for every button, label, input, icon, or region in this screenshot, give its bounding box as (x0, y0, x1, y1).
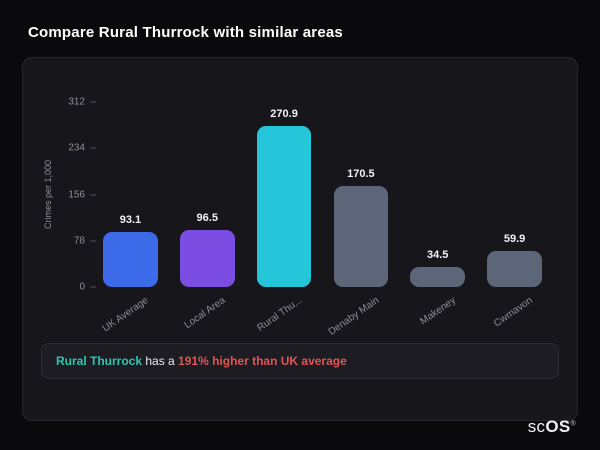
plot-area: 0 78 156 234 312 93.1 UK Average 96.5 Local Are… (68, 97, 545, 338)
bar-value-label: 34.5 (427, 248, 449, 261)
bar[interactable] (410, 266, 466, 287)
y-axis-ticks: 0 78 156 234 312 (56, 97, 96, 293)
bar[interactable] (333, 185, 389, 287)
bar-column: 170.5 Denaby Main (327, 102, 391, 338)
y-tick: 234 (68, 143, 96, 154)
x-label-wrap: Local Area (177, 287, 238, 339)
bar-column: 93.1 UK Average (100, 102, 161, 335)
y-tick-mark-icon (90, 147, 96, 149)
note-stat-text: 191% higher than UK average (178, 354, 347, 368)
x-label-wrap: Makeney (407, 287, 468, 339)
x-axis-label: Makeney (418, 295, 459, 328)
note-middle-text: has a (142, 354, 179, 368)
x-label-wrap: Cwmavon (484, 287, 545, 339)
y-tick: 78 (74, 235, 96, 246)
y-axis-label: Crimes per 1,000 (43, 159, 53, 230)
y-tick-label: 78 (73, 235, 85, 247)
note-area-name: Rural Thurrock (56, 354, 143, 368)
x-axis-label: UK Average (100, 295, 151, 335)
y-tick-mark-icon (90, 240, 96, 242)
bar[interactable] (256, 126, 312, 287)
x-axis-label: Cwmavon (492, 295, 535, 330)
x-axis-label: Denaby Main (326, 295, 382, 338)
y-tick-label: 234 (68, 142, 85, 154)
registered-mark-icon: ® (570, 420, 576, 428)
bar-chart: Crimes per 1,000 0 78 156 234 312 93.1 UK Ave… (41, 97, 559, 338)
bar-value-label: 96.5 (196, 211, 218, 224)
summary-note: Rural Thurrock has a 191% higher than UK… (41, 343, 559, 379)
bar-column: 270.9 Rural Thu... (254, 102, 315, 334)
bars-container: 93.1 UK Average 96.5 Local Area 270.9 Rural T… (100, 102, 545, 338)
scos-logo: scOS® (528, 417, 576, 437)
y-tick-mark-icon (90, 286, 96, 288)
x-label-wrap: UK Average (100, 287, 161, 339)
logo-part-os: OS (545, 417, 571, 436)
y-tick: 156 (68, 189, 96, 200)
bar-column: 59.9 Cwmavon (484, 102, 545, 330)
x-label-wrap: Denaby Main (326, 287, 391, 339)
x-axis-label: Rural Thu... (255, 295, 305, 334)
bar-value-label: 59.9 (503, 233, 526, 246)
chart-card: Crimes per 1,000 0 78 156 234 312 93.1 UK Ave… (22, 57, 578, 421)
y-tick-label: 156 (68, 189, 85, 200)
bar-column: 34.5 Makeney (407, 102, 468, 327)
bar-value-label: 170.5 (347, 167, 375, 180)
bar-value-label: 270.9 (270, 108, 298, 121)
bar[interactable] (179, 229, 235, 287)
y-tick: 312 (68, 97, 96, 108)
y-tick-mark-icon (90, 194, 96, 195)
y-tick-label: 0 (79, 281, 85, 293)
y-tick: 0 (79, 282, 96, 293)
x-label-wrap: Rural Thu... (254, 287, 315, 339)
bar[interactable] (103, 231, 158, 287)
page-title: Compare Rural Thurrock with similar area… (28, 24, 343, 41)
bar[interactable] (487, 251, 542, 287)
y-tick-label: 312 (68, 96, 85, 108)
bar-column: 96.5 Local Area (177, 102, 238, 331)
y-tick-mark-icon (90, 101, 96, 103)
logo-part-sc: sc (527, 417, 546, 436)
bar-value-label: 93.1 (119, 213, 142, 226)
x-axis-label: Local Area (182, 295, 228, 332)
